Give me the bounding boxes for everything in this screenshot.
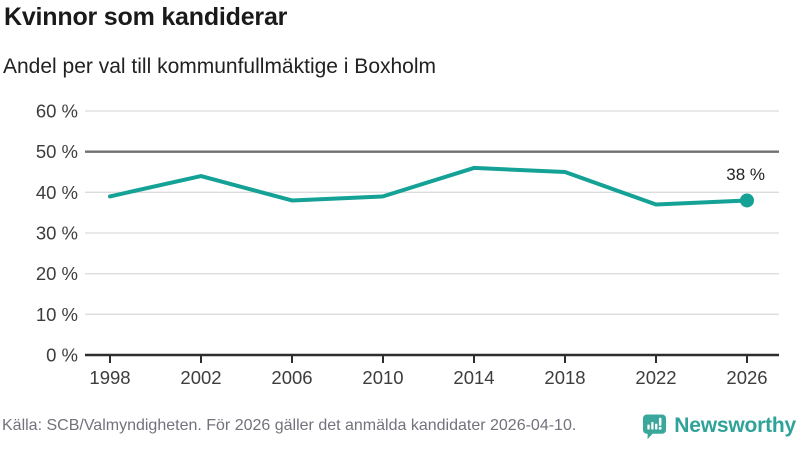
y-axis-tick-label: 30 % <box>36 223 78 244</box>
y-axis-tick-label: 60 % <box>36 101 78 122</box>
chart-footer: Källa: SCB/Valmyndigheten. För 2026 gäll… <box>0 410 800 442</box>
y-axis-tick-label: 50 % <box>36 141 78 162</box>
x-axis-tick-label: 1998 <box>89 367 130 388</box>
x-axis-tick-label: 2002 <box>180 367 221 388</box>
brand-name: Newsworthy <box>674 414 796 437</box>
page-title: Kvinnor som kandiderar <box>4 3 288 31</box>
last-point-value-label: 38 % <box>726 165 765 184</box>
line-chart: 0 % 10 % 20 % 30 % 40 % 50 % 60 % 1998 2002 2006 2… <box>36 101 779 388</box>
y-axis-tick-label: 20 % <box>36 263 78 284</box>
y-axis-tick-label: 0 % <box>46 345 78 366</box>
x-axis-tick-label: 2018 <box>544 367 585 388</box>
last-point-marker <box>740 193 754 208</box>
x-axis-tick-label: 2022 <box>635 367 676 388</box>
x-axis-tick-label: 2006 <box>271 367 312 388</box>
brand-logo: Newsworthy <box>642 413 796 440</box>
source-note: Källa: SCB/Valmyndigheten. För 2026 gäll… <box>2 417 577 434</box>
x-axis-tick-label: 2026 <box>726 367 767 388</box>
x-axis-tick-label: 2014 <box>453 367 494 388</box>
chart-subtitle: Andel per val till kommunfullmäktige i B… <box>3 55 437 78</box>
y-axis-tick-label: 10 % <box>36 304 78 325</box>
data-line-series <box>108 165 749 207</box>
x-axis-tick-label: 2010 <box>362 367 403 388</box>
y-axis-tick-label: 40 % <box>36 182 78 203</box>
newsworthy-icon <box>643 413 667 439</box>
